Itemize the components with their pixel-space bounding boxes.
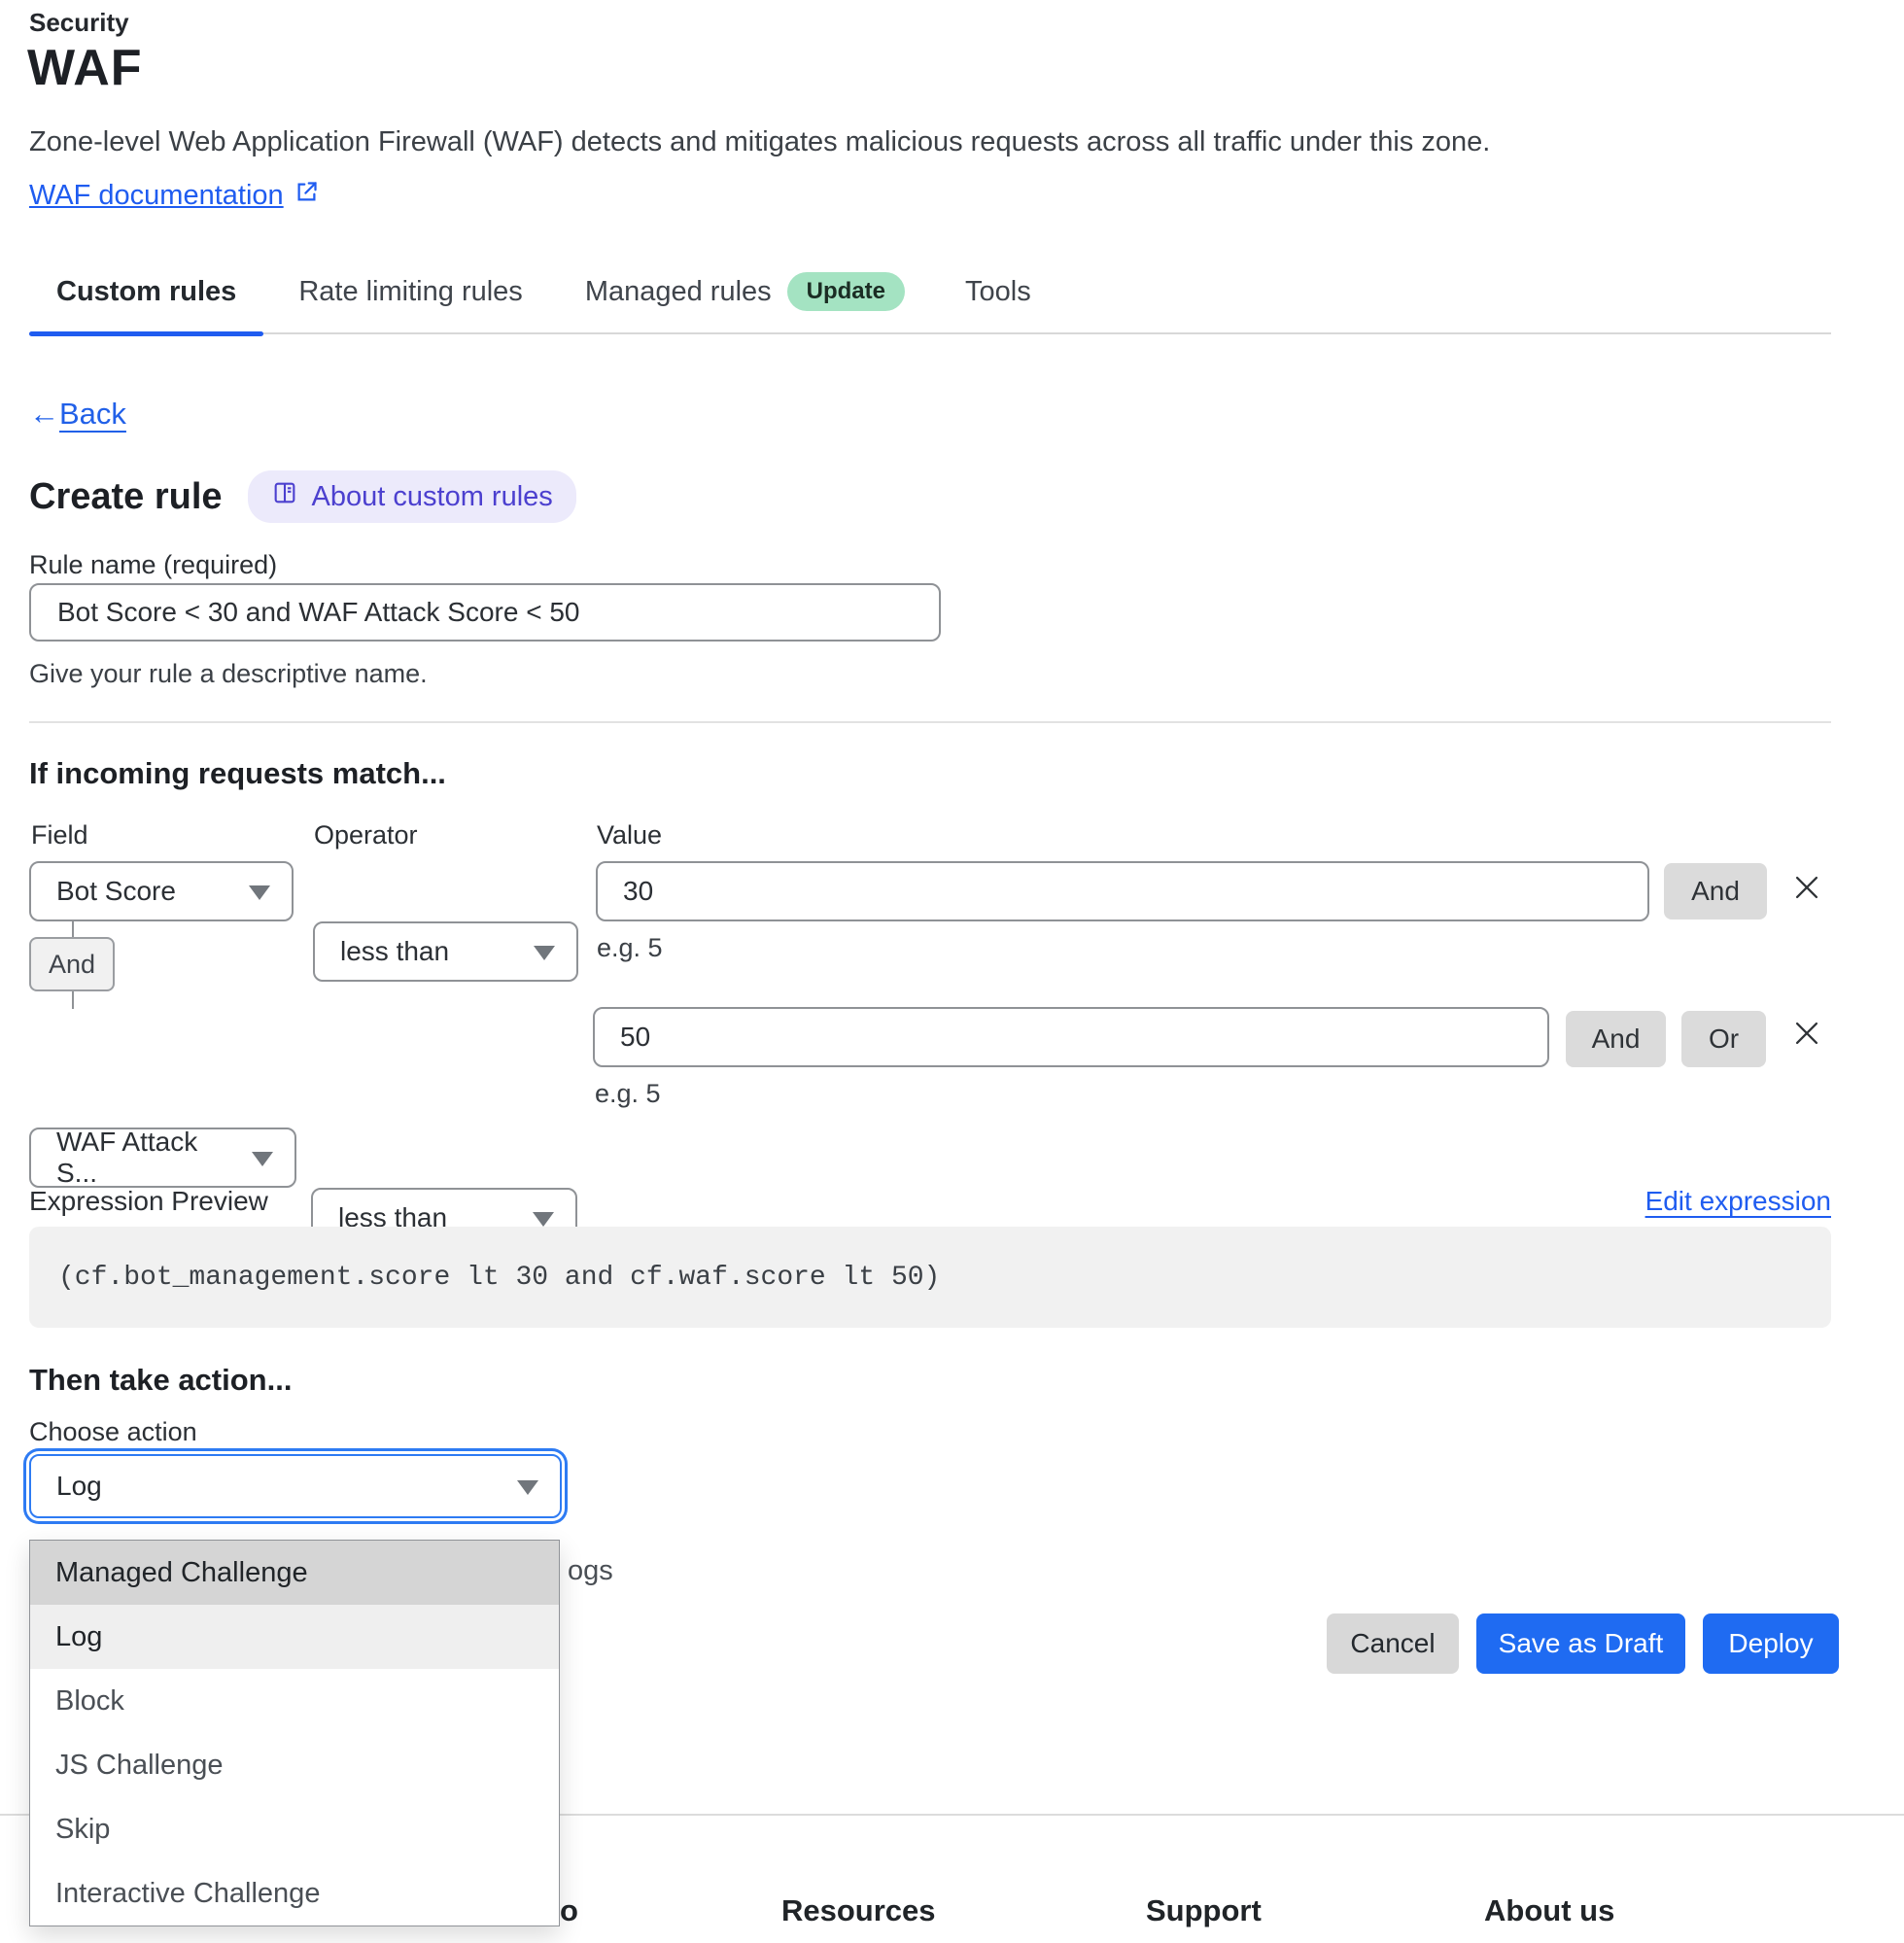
footer-column-resources: Resources [781, 1893, 936, 1927]
match-heading: If incoming requests match... [29, 756, 446, 790]
value-hint-row2: e.g. 5 [595, 1079, 661, 1108]
back-arrow-icon: ← [29, 397, 59, 431]
menu-item-block[interactable]: Block [55, 1684, 124, 1717]
chevron-down-icon [534, 946, 555, 960]
footer-column-about-us: About us [1484, 1893, 1615, 1927]
section-divider [29, 721, 1831, 723]
update-badge: Update [786, 272, 905, 311]
choose-action-label: Choose action [29, 1417, 197, 1446]
field-select-row1[interactable]: Bot Score [29, 861, 294, 921]
remove-condition-icon-row1[interactable] [1790, 871, 1823, 907]
waf-documentation-link-label[interactable]: WAF documentation [29, 180, 284, 211]
edit-expression-link[interactable]: Edit expression [1644, 1186, 1831, 1216]
rule-name-input[interactable] [29, 583, 941, 642]
expression-preview-label: Expression Preview [29, 1186, 268, 1216]
menu-item-managed-challenge[interactable]: Managed Challenge [30, 1541, 559, 1605]
waf-documentation-link[interactable]: WAF documentation [29, 179, 320, 213]
tab-managed-rules[interactable]: Managed rules Update [584, 272, 905, 334]
cancel-button[interactable]: Cancel [1327, 1613, 1459, 1674]
choose-action-select[interactable]: Log [29, 1454, 562, 1518]
back-link[interactable]: ← Back [29, 397, 126, 432]
expression-preview-header: Expression Preview Edit expression [29, 1186, 1831, 1217]
field-select-row2[interactable]: WAF Attack S... [29, 1127, 296, 1188]
connector-and-button[interactable]: And [29, 937, 115, 991]
footer-column-support: Support [1146, 1893, 1262, 1927]
column-label-field: Field [31, 820, 88, 850]
obscured-help-text-fragment: ogs [568, 1555, 613, 1586]
chevron-down-icon [517, 1480, 538, 1495]
value-input-row2[interactable] [593, 1007, 1549, 1067]
footer-divider [0, 1814, 1904, 1816]
page-description: Zone-level Web Application Firewall (WAF… [29, 126, 1491, 157]
operator-select-row1-value: less than [340, 936, 450, 966]
choose-action-selected-value: Log [56, 1471, 102, 1501]
chevron-down-icon [533, 1212, 554, 1227]
remove-condition-icon-row2[interactable] [1790, 1017, 1823, 1053]
page-title: WAF [27, 40, 143, 96]
menu-item-skip[interactable]: Skip [55, 1813, 111, 1845]
create-rule-header: Create rule About custom rules [29, 470, 576, 523]
menu-item-log[interactable]: Log [30, 1605, 559, 1669]
deploy-button[interactable]: Deploy [1703, 1613, 1839, 1674]
column-label-operator: Operator [314, 820, 418, 850]
tab-tools-label: Tools [965, 276, 1031, 307]
tab-tools[interactable]: Tools [965, 276, 1031, 334]
chevron-down-icon [249, 885, 270, 900]
connector-line [72, 991, 74, 1009]
action-heading: Then take action... [29, 1363, 293, 1397]
chevron-down-icon [252, 1152, 273, 1166]
tab-bar: Custom rules Rate limiting rules Managed… [29, 272, 1831, 336]
about-custom-rules-link[interactable]: About custom rules [247, 470, 576, 523]
active-tab-underline [29, 331, 264, 336]
form-actions: Cancel Save as Draft Deploy [1327, 1613, 1839, 1674]
menu-item-interactive-challenge[interactable]: Interactive Challenge [55, 1877, 321, 1909]
field-select-row2-value: WAF Attack S... [56, 1127, 198, 1188]
add-and-button-row2[interactable]: And [1566, 1011, 1666, 1067]
save-as-draft-button[interactable]: Save as Draft [1476, 1613, 1685, 1674]
back-link-label: Back [59, 397, 126, 431]
add-and-button-row1[interactable]: And [1664, 863, 1767, 919]
connector-line [72, 921, 74, 939]
add-or-button-row2[interactable]: Or [1681, 1011, 1766, 1067]
rule-name-label: Rule name (required) [29, 550, 278, 579]
footer-column-partial: o [560, 1893, 578, 1927]
expression-code: (cf.bot_management.score lt 30 and cf.wa… [58, 1262, 941, 1293]
tab-rate-limiting-label: Rate limiting rules [298, 276, 523, 307]
tab-custom-rules[interactable]: Custom rules [29, 276, 264, 336]
tab-managed-rules-label: Managed rules [584, 276, 772, 307]
external-link-icon [294, 179, 320, 213]
value-input-row1[interactable] [596, 861, 1649, 921]
value-hint-row1: e.g. 5 [597, 933, 663, 962]
tab-rate-limiting-rules[interactable]: Rate limiting rules [298, 276, 522, 334]
action-dropdown-menu: Managed Challenge Log Block JS Challenge… [29, 1540, 560, 1926]
about-custom-rules-label: About custom rules [311, 480, 553, 512]
create-rule-heading: Create rule [29, 475, 223, 517]
book-icon [271, 479, 298, 514]
column-label-value: Value [597, 820, 663, 850]
rule-name-help: Give your rule a descriptive name. [29, 659, 428, 688]
expression-code-box: (cf.bot_management.score lt 30 and cf.wa… [29, 1227, 1831, 1328]
menu-item-js-challenge[interactable]: JS Challenge [55, 1749, 224, 1781]
field-select-row1-value: Bot Score [56, 876, 176, 906]
section-eyebrow: Security [29, 8, 129, 37]
operator-select-row1[interactable]: less than [313, 921, 578, 982]
tab-custom-rules-label: Custom rules [56, 276, 237, 307]
